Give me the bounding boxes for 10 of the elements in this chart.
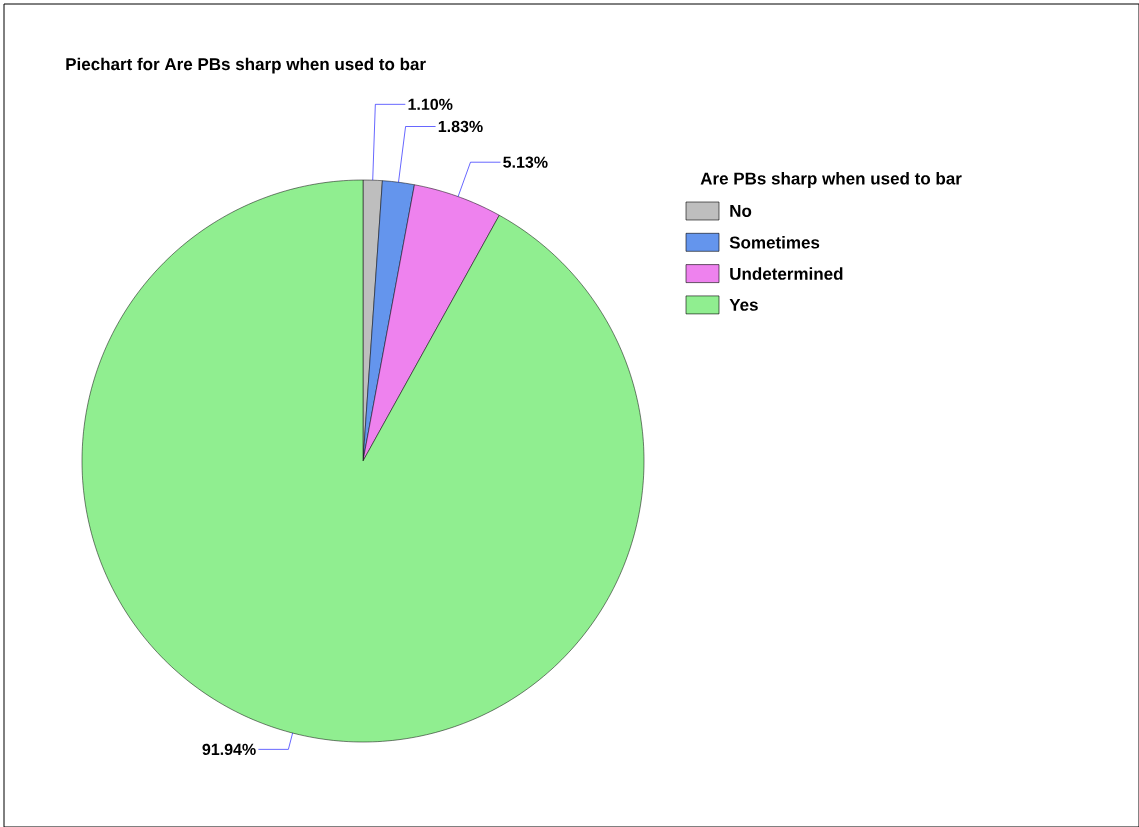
chart-title: Piechart for Are PBs sharp when used to bar — [66, 57, 426, 74]
legend-label: Undetermined — [730, 267, 843, 280]
legend-label: No — [730, 205, 752, 217]
legend-title: Are PBs sharp when used to bar — [700, 172, 962, 188]
data-label: 1.83% — [438, 120, 483, 133]
legend-label: Sometimes — [729, 236, 820, 249]
data-label: 91.94% — [202, 743, 256, 756]
data-label: 5.13% — [503, 156, 548, 168]
data-label: 1.10% — [408, 98, 453, 111]
legend-label: Yes — [729, 298, 758, 311]
